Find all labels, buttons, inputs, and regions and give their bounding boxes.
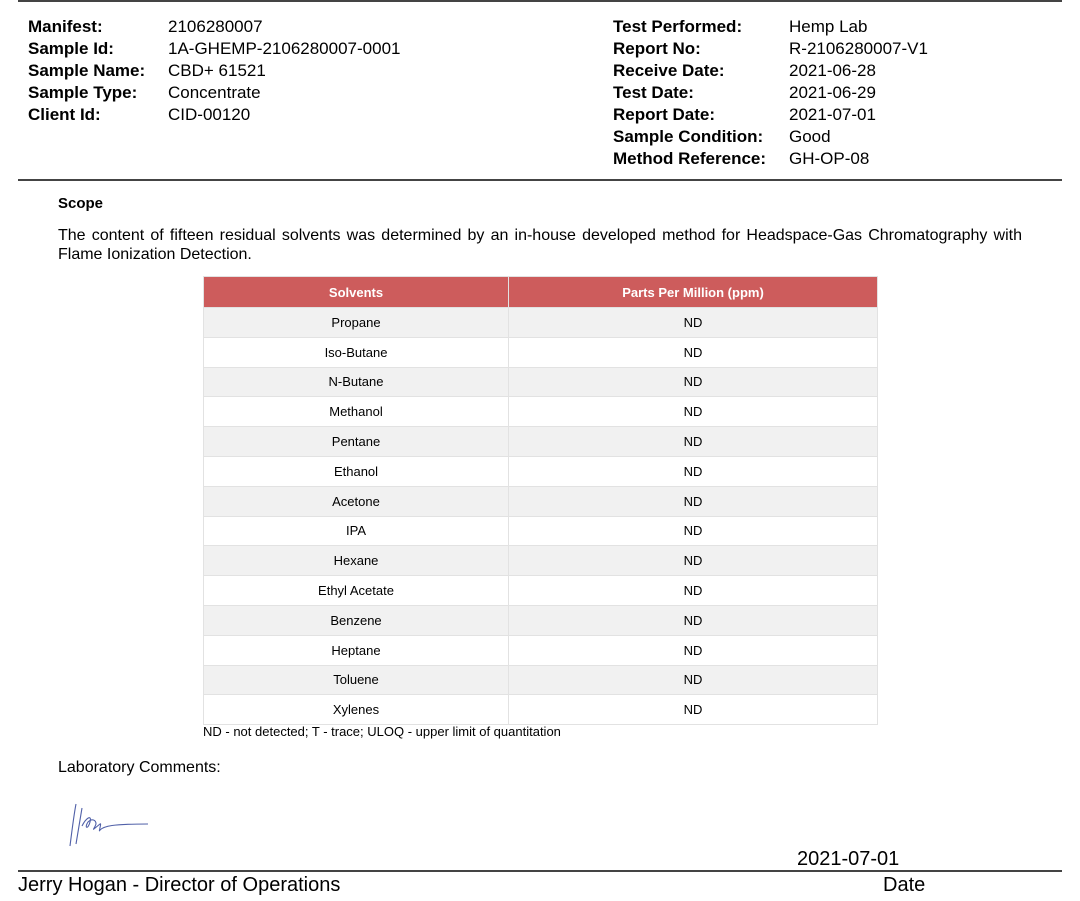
solvent-name: Propane bbox=[203, 307, 509, 338]
laboratory-comments-label: Laboratory Comments: bbox=[58, 759, 221, 776]
info-label: Method Reference: bbox=[613, 149, 767, 168]
date-label: Date bbox=[883, 874, 926, 896]
table-row: Xylenes ND bbox=[203, 694, 878, 726]
table-row: Propane ND bbox=[203, 307, 878, 338]
solvent-ppm: ND bbox=[508, 396, 878, 428]
solvent-ppm: ND bbox=[508, 336, 878, 368]
info-value: CID-00120 bbox=[168, 105, 251, 124]
table-row: Toluene ND bbox=[203, 664, 878, 696]
header-divider bbox=[18, 179, 1062, 181]
info-row: Sample Name: CBD+ 61521 bbox=[28, 60, 400, 82]
solvent-name: Hexane bbox=[203, 545, 509, 577]
info-row: Test Date: 2021-06-29 bbox=[613, 82, 928, 104]
table-row: N-Butane ND bbox=[203, 366, 878, 398]
table-row: Hexane ND bbox=[203, 545, 878, 577]
info-row: Report Date: 2021-07-01 bbox=[613, 104, 928, 126]
info-label: Sample Type: bbox=[28, 83, 138, 102]
solvent-name: Benzene bbox=[203, 604, 509, 636]
solvent-name: Acetone bbox=[203, 485, 509, 517]
solvent-name: N-Butane bbox=[203, 366, 509, 398]
table-row: Iso-Butane ND bbox=[203, 336, 878, 368]
solvent-ppm: ND bbox=[508, 515, 878, 547]
legend-note: ND - not detected; T - trace; ULOQ - upp… bbox=[203, 724, 561, 739]
solvent-name: Iso-Butane bbox=[203, 336, 509, 368]
info-label: Sample Id: bbox=[28, 39, 114, 58]
signer-name: Jerry Hogan - Director of Operations bbox=[18, 874, 341, 896]
solvent-name: Pentane bbox=[203, 426, 509, 457]
info-label: Sample Condition: bbox=[613, 127, 764, 146]
solvent-ppm: ND bbox=[508, 694, 878, 726]
solvent-ppm: ND bbox=[508, 426, 878, 457]
signature-date: 2021-07-01 bbox=[797, 848, 900, 870]
info-value: GH-OP-08 bbox=[789, 149, 870, 168]
solvent-ppm: ND bbox=[508, 634, 878, 666]
solvent-ppm: ND bbox=[508, 545, 878, 577]
info-row: Report No: R-2106280007-V1 bbox=[613, 38, 928, 60]
info-row: Sample Condition: Good bbox=[613, 126, 928, 148]
solvent-name: Xylenes bbox=[203, 694, 509, 726]
info-row: Receive Date: 2021-06-28 bbox=[613, 60, 928, 82]
info-value: Good bbox=[789, 127, 831, 146]
info-label: Report No: bbox=[613, 39, 701, 58]
table-row: Benzene ND bbox=[203, 604, 878, 636]
info-value: 2021-06-28 bbox=[789, 61, 876, 80]
scope-title: Scope bbox=[58, 195, 104, 212]
solvent-ppm: ND bbox=[508, 307, 878, 338]
solvent-ppm: ND bbox=[508, 575, 878, 606]
info-value: 1A-GHEMP-2106280007-0001 bbox=[168, 39, 401, 58]
info-label: Test Performed: bbox=[613, 17, 743, 36]
info-label: Test Date: bbox=[613, 83, 694, 102]
solvent-name: Ethyl Acetate bbox=[203, 575, 509, 606]
solvent-ppm: ND bbox=[508, 604, 878, 636]
column-header-solvents: Solvents bbox=[203, 276, 509, 308]
signature-line bbox=[18, 870, 1062, 872]
signature-image bbox=[69, 803, 149, 847]
table-row: Ethanol ND bbox=[203, 455, 878, 487]
table-row: Methanol ND bbox=[203, 396, 878, 428]
info-label: Report Date: bbox=[613, 105, 716, 124]
sample-info: Manifest: 2106280007 Sample Id: 1A-GHEMP-21… bbox=[28, 16, 400, 126]
scope-text: The content of fifteen residual solvents… bbox=[58, 227, 1022, 263]
solvent-name: Heptane bbox=[203, 634, 509, 666]
column-header-ppm: Parts Per Million (ppm) bbox=[508, 276, 878, 308]
solvent-name: IPA bbox=[203, 515, 509, 547]
info-label: Sample Name: bbox=[28, 61, 146, 80]
solvent-ppm: ND bbox=[508, 664, 878, 696]
info-row: Manifest: 2106280007 bbox=[28, 16, 400, 38]
info-value: 2021-07-01 bbox=[789, 105, 876, 124]
top-divider bbox=[18, 0, 1062, 2]
info-label: Manifest: bbox=[28, 17, 103, 36]
info-value: CBD+ 61521 bbox=[168, 61, 266, 80]
info-value: 2021-06-29 bbox=[789, 83, 876, 102]
info-row: Method Reference: GH-OP-08 bbox=[613, 148, 928, 170]
info-value: R-2106280007-V1 bbox=[789, 39, 928, 58]
solvent-name: Ethanol bbox=[203, 455, 509, 487]
info-label: Receive Date: bbox=[613, 61, 725, 80]
table-row: IPA ND bbox=[203, 515, 878, 547]
solvent-name: Toluene bbox=[203, 664, 509, 696]
info-row: Sample Id: 1A-GHEMP-2106280007-0001 bbox=[28, 38, 400, 60]
table-row: Ethyl Acetate ND bbox=[203, 575, 878, 606]
solvent-ppm: ND bbox=[508, 485, 878, 517]
info-row: Client Id: CID-00120 bbox=[28, 104, 400, 126]
test-info: Test Performed: Hemp Lab Report No: R-21062… bbox=[613, 16, 928, 170]
info-value: Hemp Lab bbox=[789, 17, 868, 36]
info-label: Client Id: bbox=[28, 105, 101, 124]
info-row: Test Performed: Hemp Lab bbox=[613, 16, 928, 38]
solvent-ppm: ND bbox=[508, 455, 878, 487]
solvents-table: Solvents Parts Per Million (ppm) Propane… bbox=[203, 276, 878, 726]
table-row: Heptane ND bbox=[203, 634, 878, 666]
table-row: Pentane ND bbox=[203, 426, 878, 457]
solvent-ppm: ND bbox=[508, 366, 878, 398]
table-row: Acetone ND bbox=[203, 485, 878, 517]
solvent-name: Methanol bbox=[203, 396, 509, 428]
info-value: 2106280007 bbox=[168, 17, 263, 36]
info-value: Concentrate bbox=[168, 83, 261, 102]
info-row: Sample Type: Concentrate bbox=[28, 82, 400, 104]
